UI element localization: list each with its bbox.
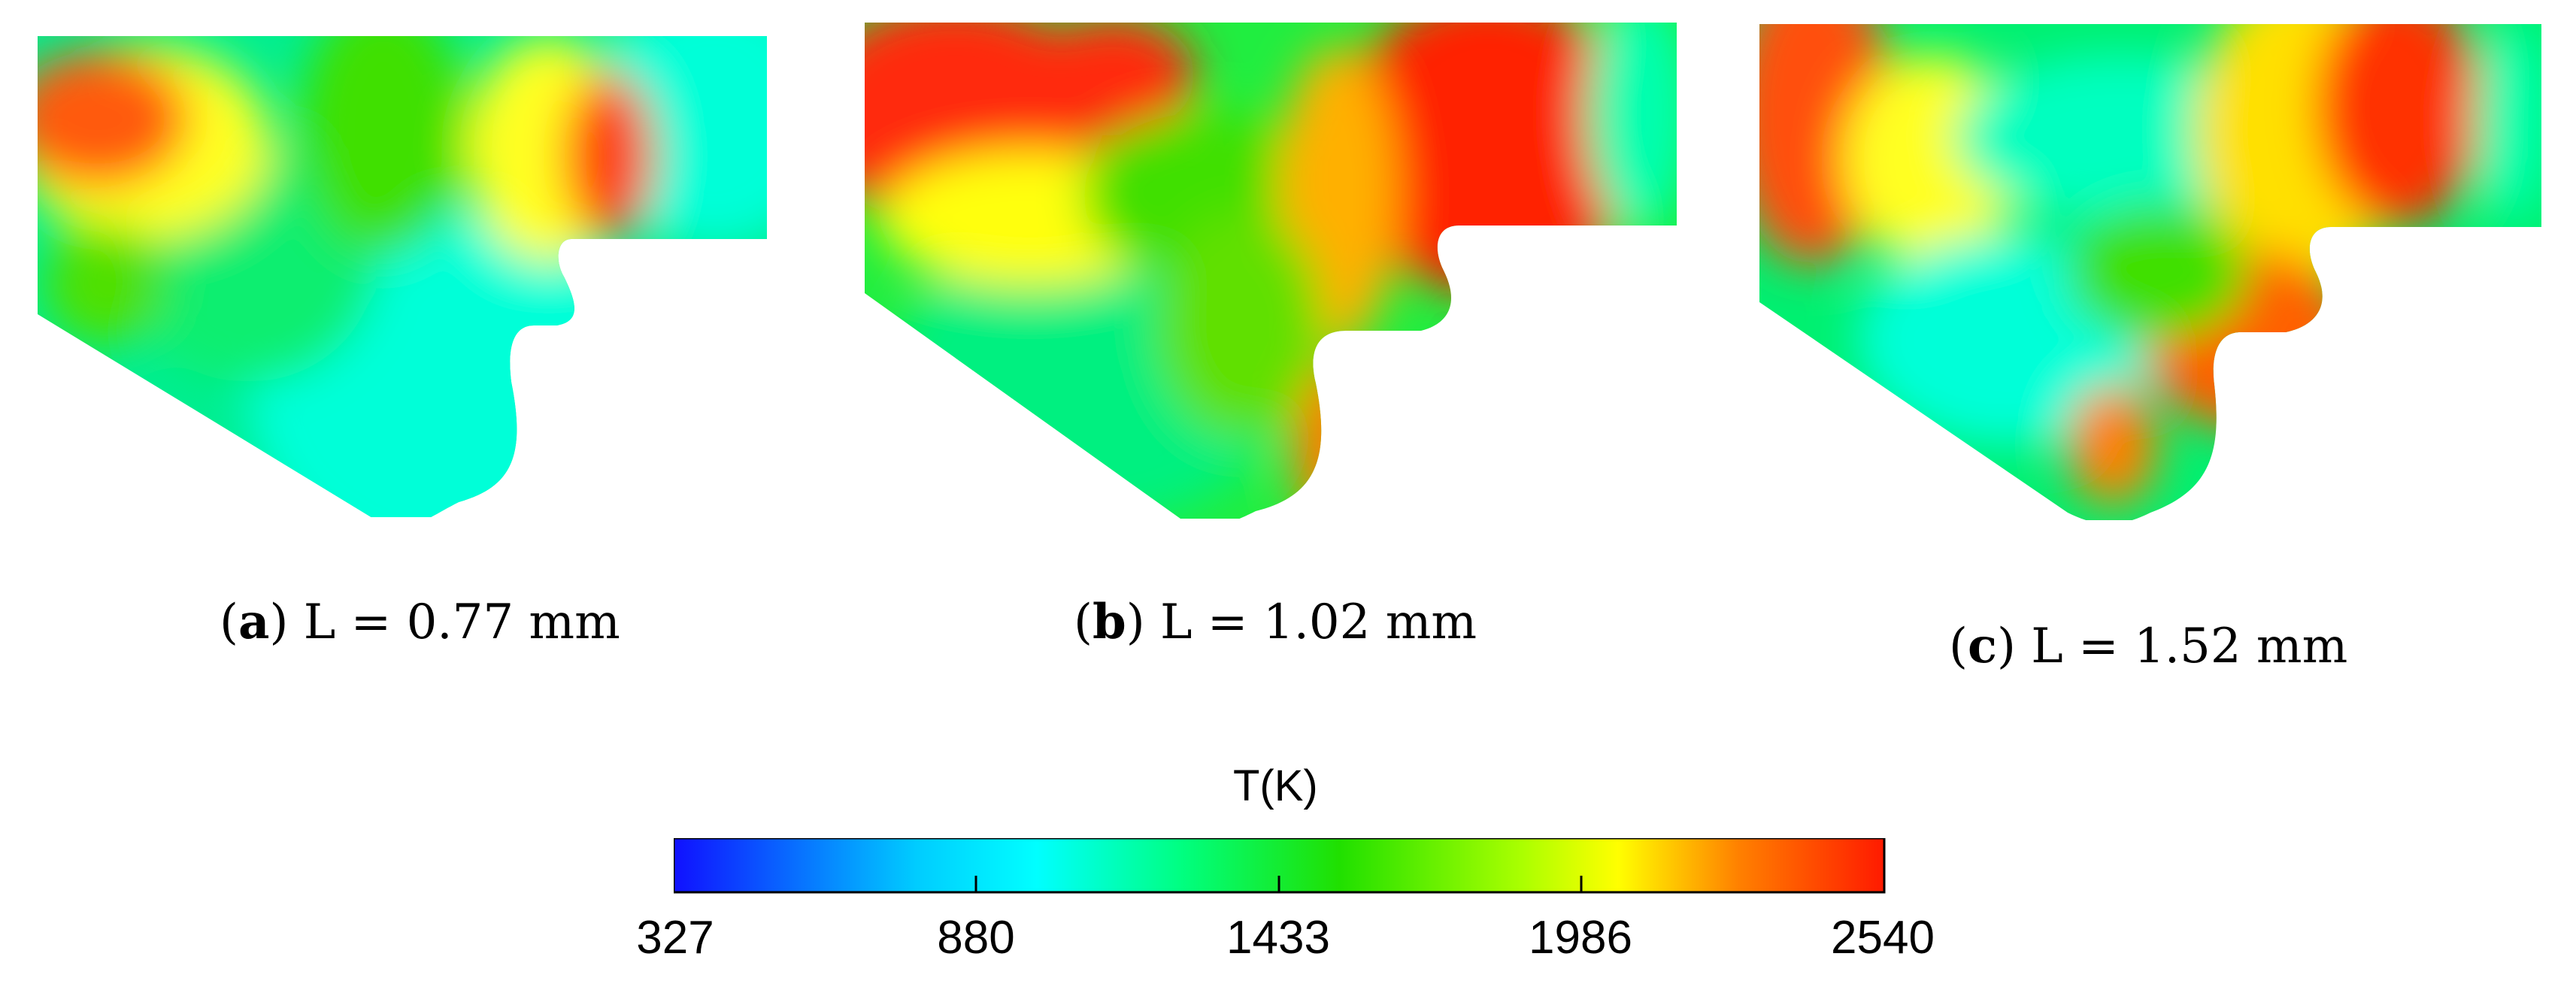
caption-a: (a) L = 0.77 mm (220, 594, 620, 650)
caption-letter-c: c (1967, 618, 1997, 674)
temperature-panel-b (865, 23, 1684, 519)
caption-c: (c) L = 1.52 mm (1949, 618, 2348, 674)
colorbar-tick-4: 2540 (1831, 912, 1935, 964)
colorbar-tick-3: 1986 (1529, 912, 1632, 964)
colorbar-title: T(K) (1233, 761, 1318, 810)
colorbar-tick-1: 880 (937, 912, 1015, 964)
caption-text-a: L = 0.77 mm (288, 595, 620, 650)
caption-letter-a: a (238, 594, 270, 650)
colorbar (672, 837, 1889, 902)
temperature-panel-a (38, 36, 782, 517)
temperature-panel-c (1759, 24, 2549, 520)
colorbar-tick-2: 1433 (1226, 912, 1330, 964)
caption-b: (b) L = 1.02 mm (1074, 594, 1477, 650)
colorbar-tick-0: 327 (636, 912, 714, 964)
caption-letter-b: b (1092, 594, 1126, 650)
caption-text-c: L = 1.52 mm (2015, 619, 2348, 674)
caption-text-b: L = 1.02 mm (1144, 595, 1477, 650)
